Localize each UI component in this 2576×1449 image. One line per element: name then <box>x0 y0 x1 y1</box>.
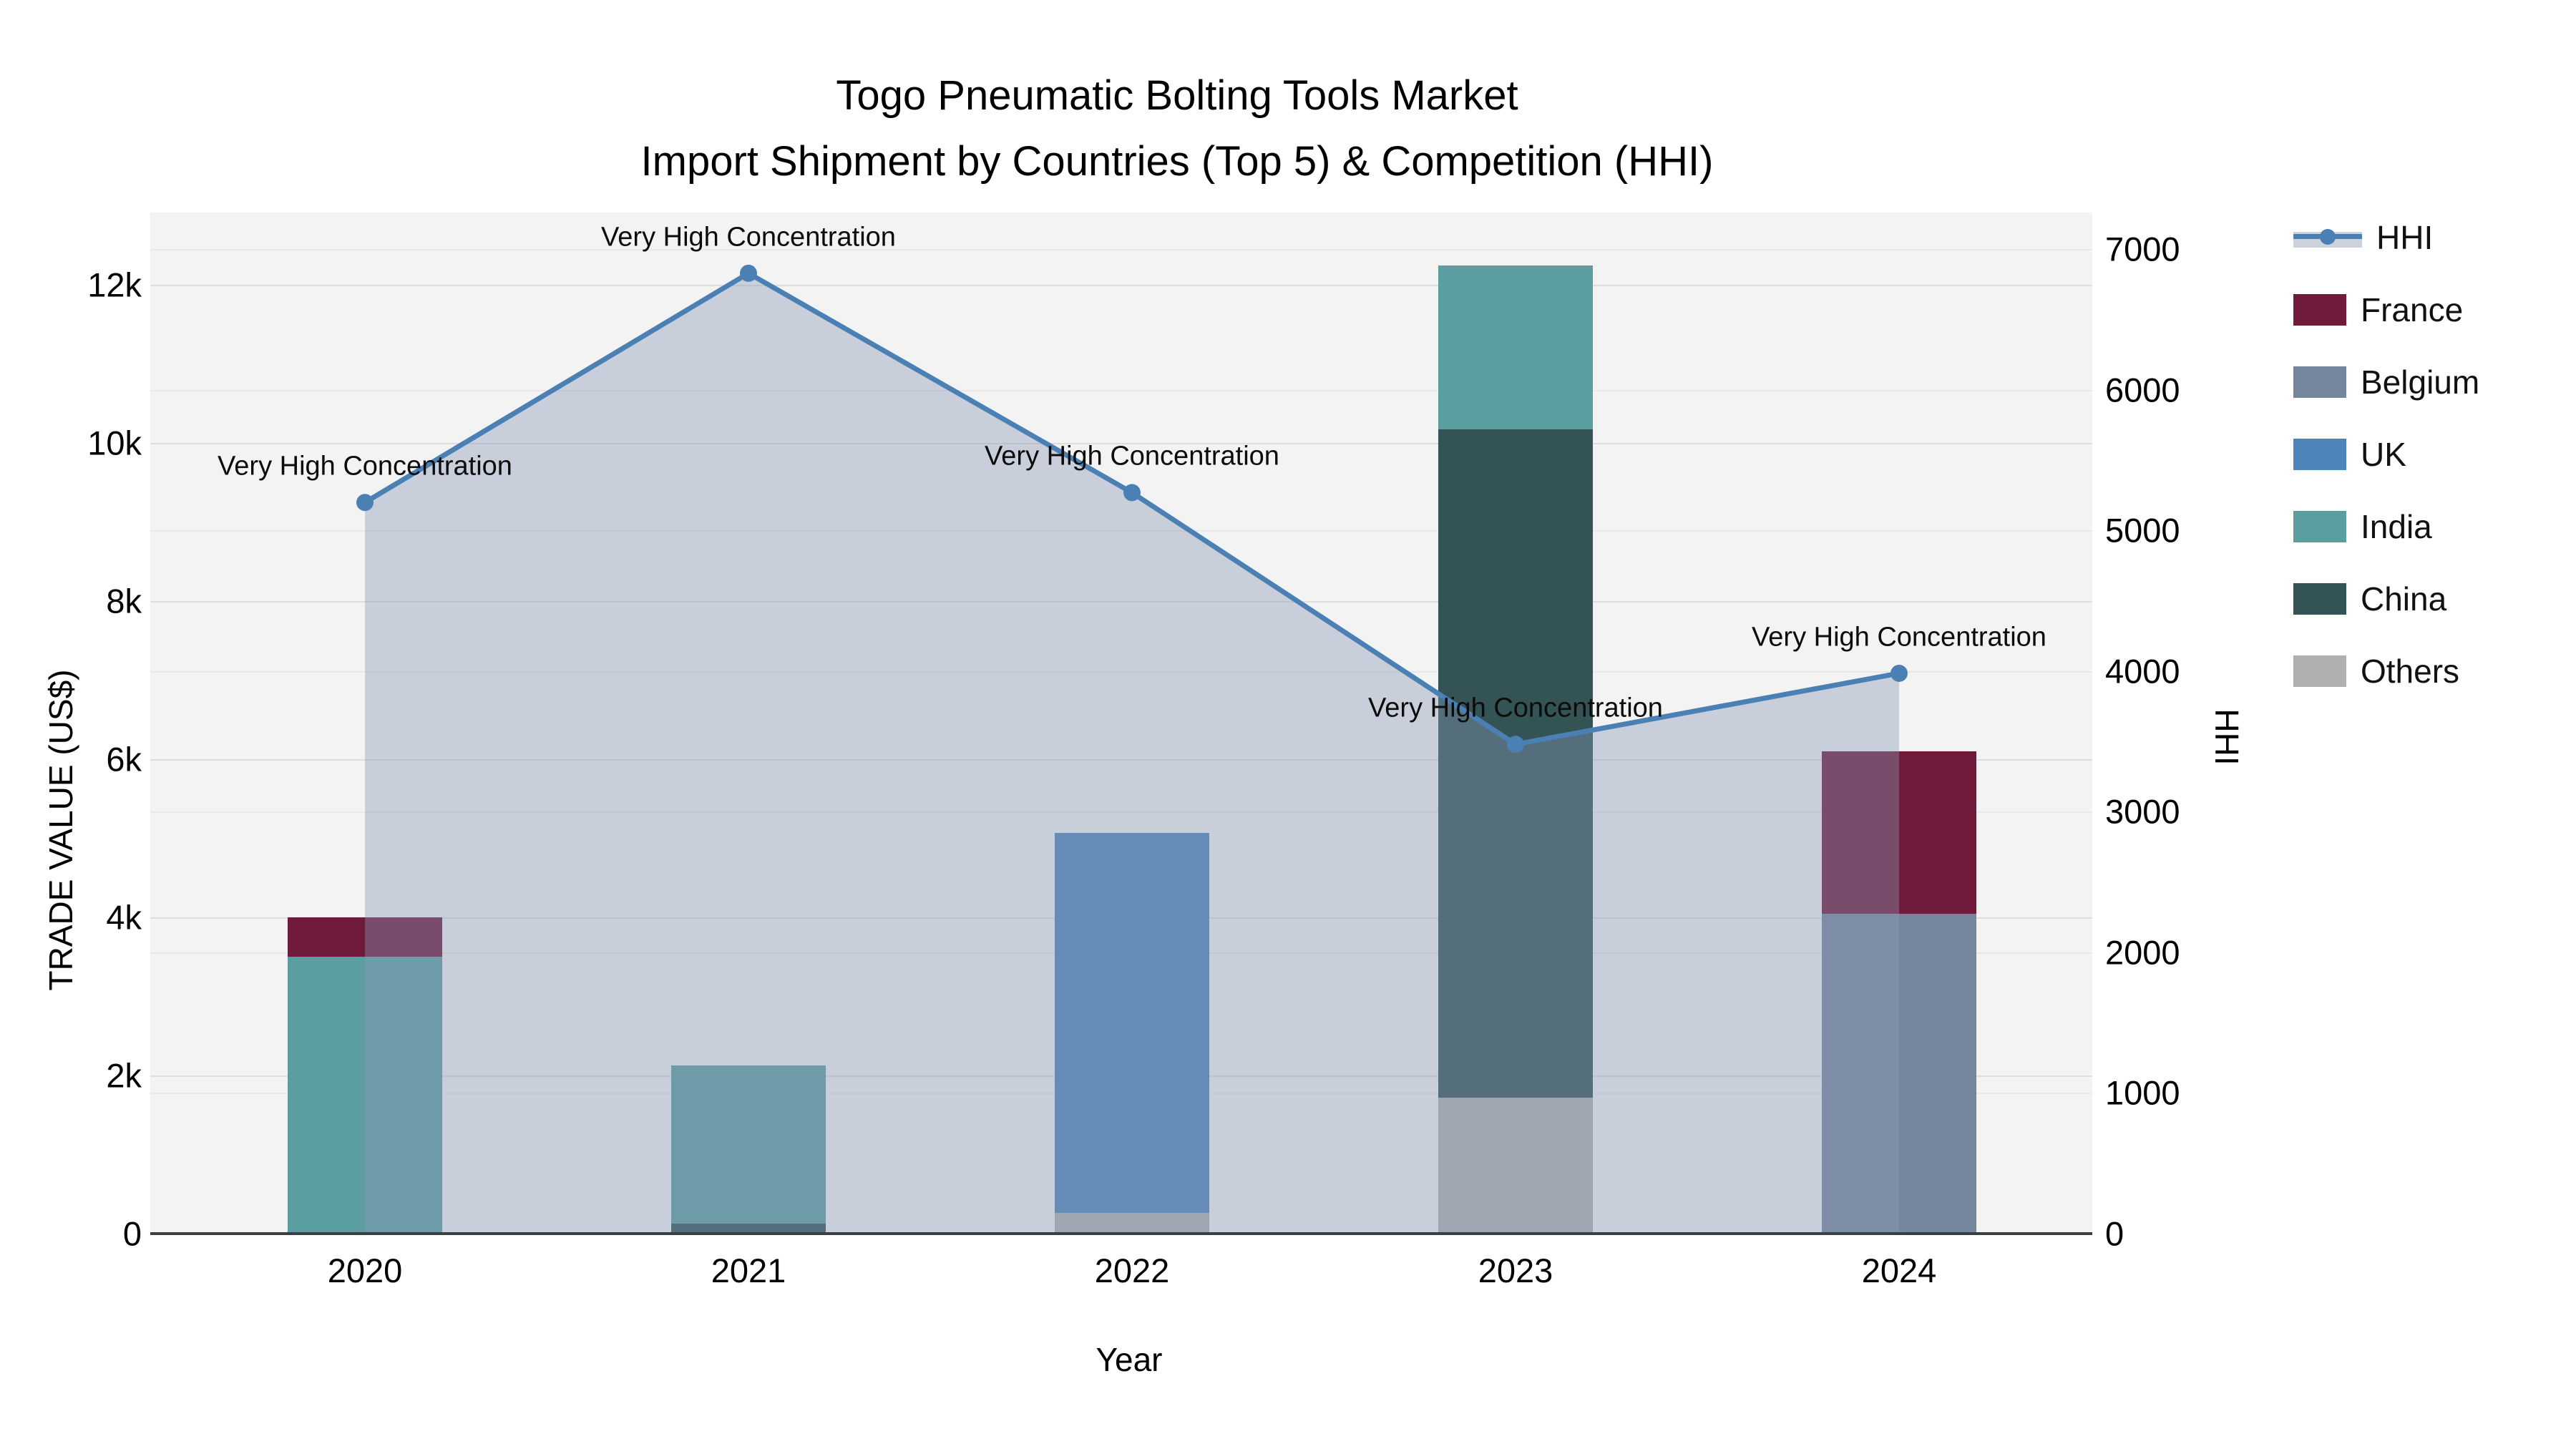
gridline-right <box>150 249 2092 251</box>
legend-item-china[interactable]: China <box>2293 576 2446 622</box>
annotation-2021: Very High Concentration <box>601 222 896 253</box>
hhi-marker <box>740 264 757 282</box>
y-left-tick-label: 4k <box>106 898 142 937</box>
hhi-marker <box>1890 664 1908 682</box>
legend-item-france[interactable]: France <box>2293 287 2463 333</box>
gridline-right <box>150 389 2092 391</box>
gridline-left <box>150 443 2092 445</box>
hhi-area-fill <box>365 273 1899 1234</box>
legend-item-others[interactable]: Others <box>2293 648 2459 694</box>
bar-segment-others-2023 <box>1438 1097 1593 1234</box>
bar-segment-france-2020 <box>288 917 442 957</box>
y-axis-left-title: TRADE VALUE (US$) <box>42 669 79 991</box>
x-tick-label-2020: 2020 <box>327 1252 403 1289</box>
y-left-tick-label: 0 <box>122 1214 142 1253</box>
y-left-tick-label: 8k <box>106 582 142 620</box>
y-right-tick-label: 6000 <box>2105 371 2180 409</box>
legend-item-hhi[interactable]: HHI <box>2293 215 2433 260</box>
bar-segment-france-2024 <box>1822 751 1976 914</box>
y-right-tick-label: 2000 <box>2105 933 2180 972</box>
x-tick-label-2021: 2021 <box>711 1252 786 1289</box>
y-left-tick-label: 12k <box>87 265 142 304</box>
bar-segment-india-2020 <box>288 957 442 1234</box>
chart-title-line2: Import Shipment by Countries (Top 5) & C… <box>640 138 1714 185</box>
y-right-tick-label: 3000 <box>2105 792 2180 831</box>
legend-item-belgium[interactable]: Belgium <box>2293 359 2479 405</box>
legend-swatch-india <box>2293 511 2346 542</box>
bar-segment-belgium-2024 <box>1822 913 1976 1234</box>
gridline-left <box>150 285 2092 287</box>
chart-title-line1: Togo Pneumatic Bolting Tools Market <box>836 72 1518 119</box>
x-tick-label-2024: 2024 <box>1861 1252 1937 1289</box>
x-tick-label-2023: 2023 <box>1478 1252 1553 1289</box>
y-left-tick-label: 10k <box>87 424 142 462</box>
annotation-2023: Very High Concentration <box>1368 693 1663 723</box>
gridline-right <box>150 530 2092 532</box>
legend-swatch-others <box>2293 655 2346 687</box>
gridline-left <box>150 601 2092 603</box>
y-right-tick-label: 5000 <box>2105 511 2180 550</box>
y-right-tick-label: 7000 <box>2105 230 2180 268</box>
legend-label-hhi: HHI <box>2376 219 2434 256</box>
hhi-layer <box>356 264 1908 1234</box>
bar-segment-india-2021 <box>671 1065 826 1224</box>
legend-swatch-france <box>2293 294 2346 326</box>
legend-label-china: China <box>2361 580 2447 618</box>
bar-segment-india-2023 <box>1438 265 1593 430</box>
x-axis-line <box>150 1232 2092 1235</box>
legend-hhi-marker-dot <box>2320 229 2336 245</box>
legend-item-india[interactable]: India <box>2293 504 2432 550</box>
bar-segment-china-2021 <box>671 1223 826 1234</box>
legend-label-uk: UK <box>2361 436 2406 473</box>
y-right-tick-label: 1000 <box>2105 1073 2180 1112</box>
x-tick-label-2022: 2022 <box>1094 1252 1170 1289</box>
annotation-2024: Very High Concentration <box>1752 622 2046 653</box>
gridline-right <box>150 670 2092 673</box>
gridline-left <box>150 759 2092 761</box>
y-right-tick-label: 4000 <box>2105 652 2180 691</box>
legend-label-others: Others <box>2361 653 2460 690</box>
y-left-tick-label: 6k <box>106 740 142 779</box>
legend-swatch-uk <box>2293 439 2346 470</box>
hhi-marker <box>1123 484 1141 502</box>
legend-item-uk[interactable]: UK <box>2293 431 2406 477</box>
annotation-2020: Very High Concentration <box>218 451 512 482</box>
bar-segment-uk-2022 <box>1055 832 1209 1214</box>
plot-area: Very High Concentration Very High Concent… <box>150 213 2092 1234</box>
y-axis-right-title: HHI <box>2208 708 2245 766</box>
legend-swatch-belgium <box>2293 366 2346 398</box>
bar-segment-others-2022 <box>1055 1213 1209 1234</box>
legend-label-india: India <box>2361 508 2432 545</box>
x-axis-title: Year <box>1096 1341 1163 1378</box>
y-right-tick-label: 0 <box>2105 1214 2124 1253</box>
legend-swatch-china <box>2293 583 2346 615</box>
bar-segment-china-2023 <box>1438 429 1593 1098</box>
hhi-marker <box>356 494 374 512</box>
hhi-marker <box>1507 736 1524 753</box>
legend-hhi-line-icon <box>2293 222 2362 253</box>
annotation-2022: Very High Concentration <box>985 441 1279 472</box>
chart-title: Togo Pneumatic Bolting Tools Market Impo… <box>0 63 2354 195</box>
legend-label-belgium: Belgium <box>2361 364 2480 401</box>
legend-label-france: France <box>2361 291 2464 328</box>
gridline-right <box>150 811 2092 814</box>
y-left-tick-label: 2k <box>106 1056 142 1095</box>
